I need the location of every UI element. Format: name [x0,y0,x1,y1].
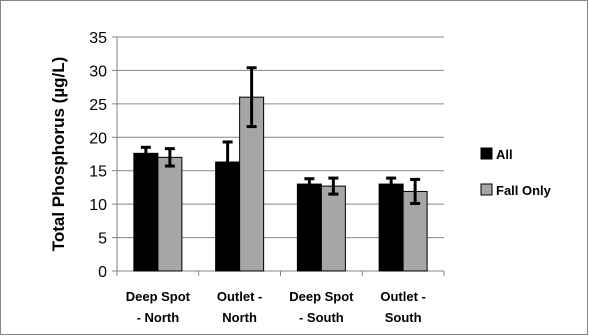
y-tick-label: 30 [89,63,107,80]
x-category-label: - North [137,310,180,325]
x-category-label: North [222,310,257,325]
legend: All Fall Only [480,147,552,198]
bar-all [378,183,404,272]
bar-fall-only [157,156,183,272]
legend-label: Fall Only [496,183,552,198]
legend-swatch [480,147,493,160]
x-category-label: Deep Spot [289,289,354,304]
x-category-label: South [385,310,422,325]
y-tick-label: 15 [89,164,107,181]
y-tick-label: 25 [89,97,107,114]
y-tick-label: 20 [89,130,107,147]
x-category-label: Outlet - [217,289,263,304]
x-category-label: Outlet - [380,289,426,304]
y-tick-label: 10 [89,197,107,214]
x-category-label: Deep Spot [126,289,191,304]
y-tick-label: 0 [98,264,107,281]
bar-all [296,183,322,272]
legend-swatch [480,183,493,196]
bar-all [133,152,159,272]
x-category-label: - South [299,310,344,325]
legend-label: All [496,147,513,162]
bar-fall-only [320,185,346,272]
y-axis-title: Total Phosphorus (µg/L) [49,57,68,252]
bars [133,66,428,272]
labels: 0 5 10 15 20 25 30 35 Total Phosphorus (µg/L) Dee… [49,30,426,325]
y-tick-label: 35 [89,30,107,47]
y-tick-label: 5 [98,231,107,248]
